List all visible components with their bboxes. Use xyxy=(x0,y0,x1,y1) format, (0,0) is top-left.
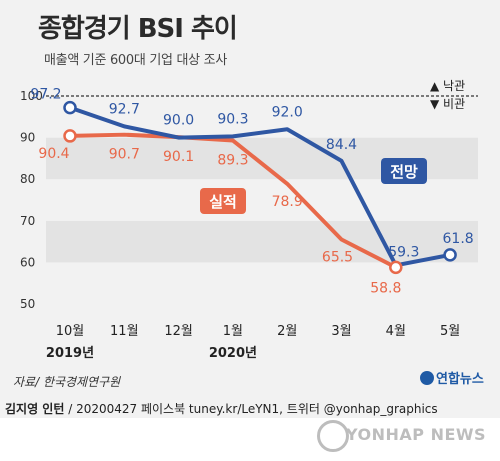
data-label: 65.5 xyxy=(322,250,353,266)
data-point xyxy=(389,260,403,275)
data-point xyxy=(63,100,77,115)
x-tick-label: 12월 xyxy=(164,324,193,339)
series-name-actual: 실적 xyxy=(209,193,237,211)
data-label: 90.1 xyxy=(163,149,194,165)
x-tick-label: 11월 xyxy=(110,324,139,339)
yonhap-logo-text: 연합뉴스 xyxy=(436,372,484,387)
series-badge-actual xyxy=(200,188,246,214)
chart-title: 종합경기 BSI 추이 xyxy=(38,14,238,44)
x-tick-label: 3월 xyxy=(331,324,351,339)
data-label: 92.0 xyxy=(272,104,303,120)
legend-optimistic: ▲ 낙관 xyxy=(430,79,465,93)
grid-band xyxy=(46,220,478,263)
data-label: 61.8 xyxy=(443,231,474,247)
y-tick-label: 50 xyxy=(20,297,35,311)
yonhap-logo-icon xyxy=(420,371,434,385)
data-label: 78.9 xyxy=(272,194,303,210)
y-tick-label: 100 xyxy=(20,89,43,103)
x-tick-label: 1월 xyxy=(223,324,243,339)
data-point xyxy=(443,248,457,262)
data-label: 90.4 xyxy=(38,146,69,162)
series-line-forecast xyxy=(69,105,451,268)
x-tick-label: 10월 xyxy=(56,324,85,339)
y-tick-label: 60 xyxy=(20,255,35,269)
source-note: 자료/ 한국경제연구원 xyxy=(13,375,121,389)
data-label: 58.8 xyxy=(370,280,401,296)
data-label: 90.7 xyxy=(109,147,140,163)
yonhap-logo: 연합뉴스 xyxy=(420,368,484,387)
data-label: 59.3 xyxy=(388,244,419,260)
year-label: 2019년 xyxy=(46,346,94,361)
grid-band xyxy=(46,262,478,304)
series-name-forecast: 전망 xyxy=(390,163,418,181)
series-line-actual xyxy=(69,132,397,270)
credit-author: 김지영 인턴 xyxy=(5,402,65,416)
grid-band xyxy=(46,179,478,221)
footer-bar xyxy=(0,418,500,461)
data-label: 89.3 xyxy=(217,153,248,169)
data-label: 92.7 xyxy=(109,101,140,117)
series-badge-forecast xyxy=(381,158,427,184)
y-tick-label: 80 xyxy=(20,172,35,186)
x-tick-label: 2월 xyxy=(277,324,297,339)
data-point xyxy=(63,129,77,143)
watermark-text: YONHAP NEWS xyxy=(346,425,487,444)
data-label: 84.4 xyxy=(326,137,357,153)
year-label: 2020년 xyxy=(209,346,257,361)
data-label: 97.2 xyxy=(30,87,61,103)
x-tick-label: 4월 xyxy=(386,324,406,339)
watermark-icon xyxy=(317,420,349,452)
credit-details: / 20200427 페이스북 tuney.kr/LeYN1, 트위터 @yon… xyxy=(64,402,438,416)
chart-subtitle: 매출액 기준 600대 기업 대상 조사 xyxy=(44,53,227,68)
y-tick-label: 90 xyxy=(20,131,35,145)
credit-line: 김지영 인턴 / 20200427 페이스북 tuney.kr/LeYN1, 트… xyxy=(5,400,438,417)
data-label: 90.0 xyxy=(163,113,194,129)
legend-pessimistic: ▼ 비관 xyxy=(430,97,465,111)
x-tick-label: 5월 xyxy=(440,324,460,339)
data-label: 90.3 xyxy=(217,111,248,127)
y-tick-label: 70 xyxy=(20,214,35,228)
